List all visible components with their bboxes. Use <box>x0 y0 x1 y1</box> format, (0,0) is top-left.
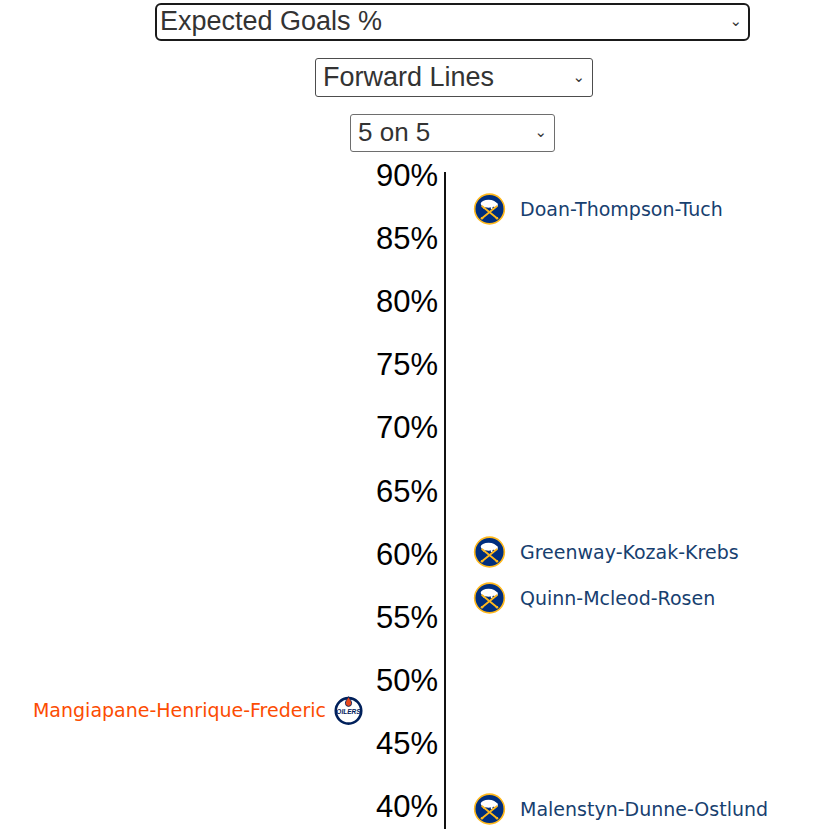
chart-point-sabres[interactable]: Greenway-Kozak-Krebs <box>473 536 739 569</box>
y-tick-label: 80% <box>376 286 438 317</box>
sabres-logo-icon <box>473 581 506 614</box>
chart-point-sabres[interactable]: Malenstyn-Dunne-Ostlund <box>473 792 768 825</box>
svg-text:OILERS: OILERS <box>336 708 361 715</box>
line-combo-label: Greenway-Kozak-Krebs <box>520 543 739 562</box>
y-tick-label: 65% <box>376 475 438 506</box>
y-tick-label: 60% <box>376 538 438 569</box>
y-tick-label: 40% <box>376 791 438 822</box>
y-tick-label: 90% <box>376 160 438 191</box>
y-tick-label: 45% <box>376 727 438 758</box>
y-axis-line <box>444 172 446 829</box>
oilers-logo-icon: OILERS <box>333 695 364 726</box>
line-combo-label: Doan-Thompson-Tuch <box>520 200 723 219</box>
y-tick-label: 85% <box>376 223 438 254</box>
y-tick-label: 50% <box>376 664 438 695</box>
line-combo-label: Mangiapane-Henrique-Frederic <box>33 701 326 720</box>
chart-point-sabres[interactable]: Doan-Thompson-Tuch <box>473 193 723 226</box>
sabres-logo-icon <box>473 792 506 825</box>
line-combo-label: Malenstyn-Dunne-Ostlund <box>520 799 768 818</box>
sabres-logo-icon <box>473 193 506 226</box>
y-tick-label: 75% <box>376 349 438 380</box>
chart-point-sabres[interactable]: Quinn-Mcleod-Rosen <box>473 581 715 614</box>
line-combo-label: Quinn-Mcleod-Rosen <box>520 588 715 607</box>
chart-area: 90% 85% 80% 75% 70% 65% 60% 55% 50% 45% 40% Doan-T… <box>0 0 827 829</box>
y-tick-label: 55% <box>376 601 438 632</box>
expected-goals-dashboard: Expected Goals % ⌄ Forward Lines ⌄ 5 on … <box>0 0 827 829</box>
y-tick-label: 70% <box>376 412 438 443</box>
chart-point-oilers[interactable]: Mangiapane-Henrique-Frederic OILERS <box>33 695 364 726</box>
sabres-logo-icon <box>473 536 506 569</box>
